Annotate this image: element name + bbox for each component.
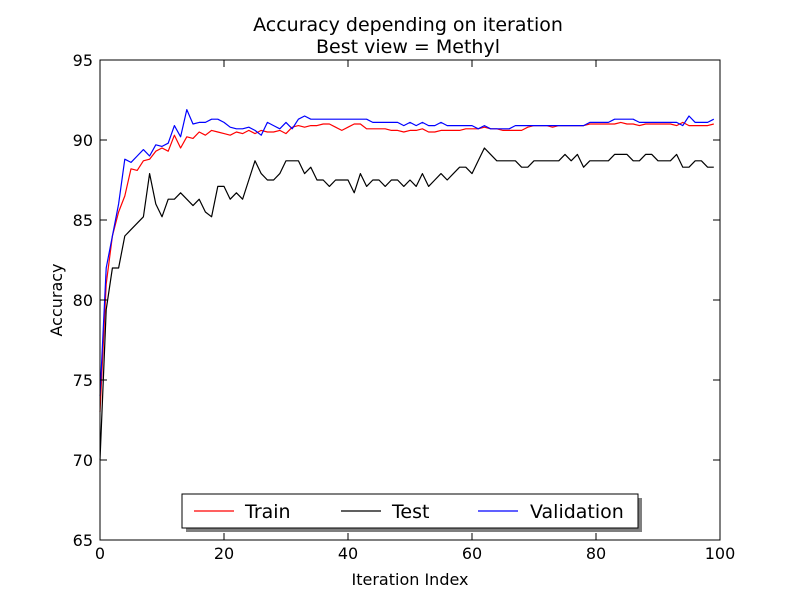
legend-label-validation: Validation bbox=[530, 501, 624, 523]
chart-title: Accuracy depending on iteration bbox=[253, 14, 563, 36]
x-tick-label: 0 bbox=[95, 544, 105, 563]
x-tick-label: 80 bbox=[586, 544, 606, 563]
y-tick-label: 75 bbox=[73, 371, 93, 390]
x-tick-label: 40 bbox=[338, 544, 358, 563]
plot-lines bbox=[99, 108, 715, 461]
y-tick-label: 80 bbox=[73, 291, 93, 310]
series-line-validation bbox=[99, 108, 715, 397]
legend-label-train: Train bbox=[244, 501, 291, 523]
y-axis-label: Accuracy bbox=[47, 263, 66, 336]
y-tick-label: 90 bbox=[73, 131, 93, 150]
y-tick-label: 65 bbox=[73, 531, 93, 550]
chart-subtitle: Best view = Methyl bbox=[316, 36, 500, 58]
x-tick-label: 20 bbox=[214, 544, 234, 563]
y-tick-label: 70 bbox=[73, 451, 93, 470]
x-tick-label: 100 bbox=[705, 544, 736, 563]
series-line-train bbox=[99, 121, 714, 413]
series-line-test bbox=[99, 147, 714, 461]
legend: Train Test Validation bbox=[181, 493, 642, 532]
y-tick-label: 85 bbox=[73, 211, 93, 230]
axis-ticks: 0 20 40 60 80 100 65 70 75 80 85 90 95 bbox=[73, 51, 736, 563]
x-tick-label: 60 bbox=[462, 544, 482, 563]
legend-box bbox=[181, 493, 639, 529]
x-axis-label: Iteration Index bbox=[352, 570, 469, 589]
legend-label-test: Test bbox=[391, 501, 429, 523]
y-tick-label: 95 bbox=[73, 51, 93, 70]
